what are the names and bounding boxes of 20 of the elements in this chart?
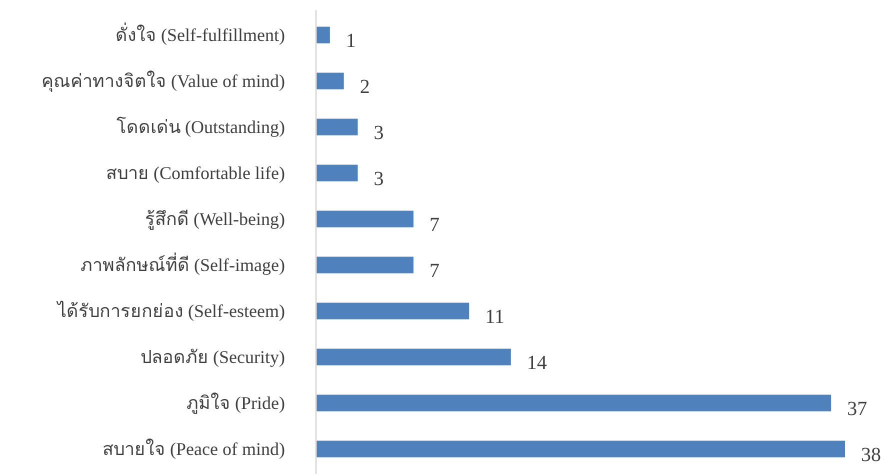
category-label: รู้สึกดี (Well-being) (144, 209, 285, 229)
data-label: 2 (360, 76, 370, 98)
category-label: ภาพลักษณ์ที่ดี (Self-image) (80, 255, 285, 275)
category-label: ได้รับการยกย่อง (Self-esteem) (58, 301, 285, 321)
category-label: ภูมิใจ (Pride) (186, 393, 285, 413)
data-label: 1 (346, 30, 356, 52)
data-label: 7 (429, 214, 440, 236)
category-label: สบาย (Comfortable life) (106, 163, 285, 183)
data-label: 14 (526, 352, 547, 374)
data-label: 3 (374, 122, 384, 144)
data-label: 7 (429, 260, 440, 282)
data-label: 37 (847, 398, 868, 420)
category-label: ดั่งใจ (Self-fulfillment) (116, 25, 285, 45)
category-label: คุณค่าทางจิตใจ (Value of mind) (42, 71, 285, 91)
category-label: สบายใจ (Peace of mind) (102, 439, 285, 459)
data-label: 38 (861, 444, 881, 466)
category-label: โดดเด่น (Outstanding) (116, 117, 285, 137)
category-label: ปลอดภัย (Security) (140, 347, 285, 367)
data-label: 11 (485, 306, 504, 328)
data-label: 3 (374, 168, 384, 190)
